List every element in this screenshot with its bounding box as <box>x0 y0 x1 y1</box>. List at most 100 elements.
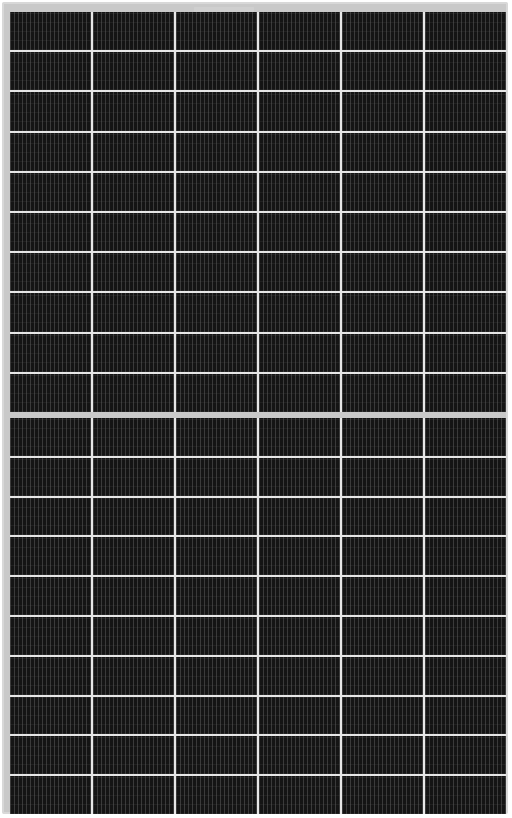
solar-cell <box>342 457 423 496</box>
solar-cell <box>176 776 257 814</box>
solar-cell <box>342 132 423 171</box>
solar-cell <box>93 172 174 211</box>
solar-cell <box>176 12 257 51</box>
solar-cell <box>342 52 423 91</box>
solar-cell <box>93 497 174 536</box>
solar-cell <box>425 736 506 775</box>
solar-cell <box>342 497 423 536</box>
solar-cell <box>259 418 340 456</box>
solar-cell <box>93 736 174 775</box>
solar-cell <box>10 132 91 171</box>
solar-cell <box>342 172 423 211</box>
panel-top-half <box>10 12 506 412</box>
solar-cell <box>259 253 340 292</box>
solar-cell <box>259 92 340 131</box>
solar-cell <box>176 418 257 456</box>
solar-cell <box>93 12 174 51</box>
solar-cell <box>10 577 91 615</box>
solar-cell <box>176 537 257 576</box>
solar-cell <box>10 776 91 814</box>
solar-cell <box>10 213 91 252</box>
solar-cell <box>425 213 506 252</box>
solar-cell <box>10 457 91 496</box>
solar-cell <box>342 537 423 576</box>
solar-cell <box>425 577 506 615</box>
solar-cell <box>10 253 91 292</box>
solar-cell <box>342 656 423 695</box>
solar-cell <box>176 213 257 252</box>
solar-cell <box>425 253 506 292</box>
solar-cell <box>342 373 423 412</box>
solar-cell <box>259 616 340 655</box>
solar-cell <box>259 537 340 576</box>
solar-cell <box>93 656 174 695</box>
solar-cell <box>176 656 257 695</box>
solar-cell <box>10 52 91 91</box>
solar-cell <box>176 253 257 292</box>
solar-cell <box>425 12 506 51</box>
solar-cell <box>10 656 91 695</box>
solar-cell <box>259 172 340 211</box>
solar-cell <box>176 736 257 775</box>
solar-cell <box>259 577 340 615</box>
solar-cell <box>176 696 257 735</box>
solar-cell <box>425 333 506 372</box>
solar-cell <box>10 92 91 131</box>
solar-cell <box>176 172 257 211</box>
solar-cell <box>259 696 340 735</box>
solar-cell <box>425 696 506 735</box>
solar-cell <box>425 92 506 131</box>
solar-cell <box>10 293 91 332</box>
solar-cell <box>342 577 423 615</box>
solar-cell <box>259 12 340 51</box>
solar-cell <box>259 132 340 171</box>
solar-cell <box>10 736 91 775</box>
solar-cell <box>93 776 174 814</box>
solar-cell <box>10 497 91 536</box>
solar-cell <box>176 52 257 91</box>
solar-cell <box>93 373 174 412</box>
solar-cell <box>259 52 340 91</box>
solar-cell <box>342 696 423 735</box>
solar-cell <box>176 497 257 536</box>
solar-cell <box>425 457 506 496</box>
solar-cell <box>425 616 506 655</box>
solar-cell <box>259 457 340 496</box>
solar-cell <box>425 497 506 536</box>
solar-cell <box>93 333 174 372</box>
solar-cell <box>93 293 174 332</box>
solar-cell <box>342 736 423 775</box>
solar-cell <box>342 293 423 332</box>
solar-cell <box>176 333 257 372</box>
solar-cell <box>10 373 91 412</box>
solar-cell <box>10 172 91 211</box>
solar-cell <box>93 616 174 655</box>
solar-cell <box>425 418 506 456</box>
solar-cell <box>93 696 174 735</box>
solar-cell <box>342 776 423 814</box>
solar-cell <box>425 776 506 814</box>
solar-cell <box>425 132 506 171</box>
solar-cell <box>342 616 423 655</box>
solar-cell <box>259 373 340 412</box>
solar-cell <box>425 293 506 332</box>
solar-cell <box>425 373 506 412</box>
panel-bottom-half <box>10 418 506 814</box>
solar-cell <box>342 92 423 131</box>
solar-cell <box>176 373 257 412</box>
solar-cell <box>10 12 91 51</box>
solar-cell <box>259 736 340 775</box>
solar-cell <box>176 293 257 332</box>
solar-cell <box>259 776 340 814</box>
solar-cell <box>342 333 423 372</box>
solar-cell <box>93 253 174 292</box>
solar-cell <box>93 52 174 91</box>
solar-cell <box>259 213 340 252</box>
solar-cell <box>259 293 340 332</box>
solar-cell <box>425 172 506 211</box>
solar-cell <box>93 418 174 456</box>
solar-cell <box>342 253 423 292</box>
solar-cell <box>259 497 340 536</box>
solar-cell <box>93 577 174 615</box>
